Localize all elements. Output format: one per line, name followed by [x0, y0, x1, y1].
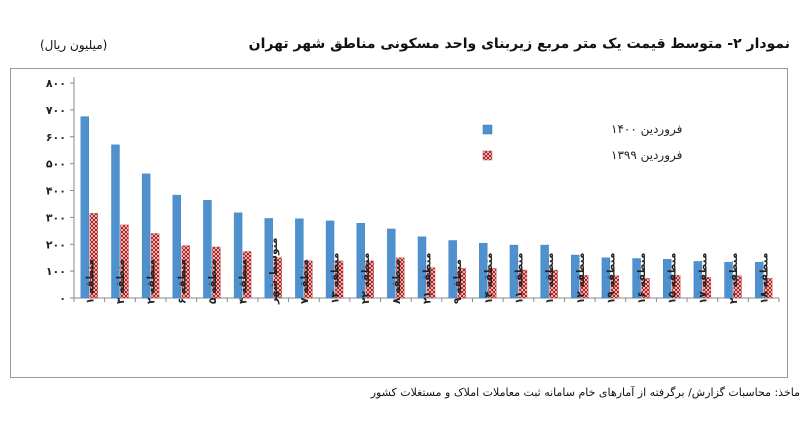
bar-1399 — [610, 275, 620, 299]
bar-1400 — [601, 257, 611, 299]
bar-1400 — [693, 261, 703, 299]
category-label: منطقه ۲ — [146, 259, 158, 304]
y-tick-label: ۲۰۰ — [46, 238, 66, 251]
bar-1400 — [233, 212, 243, 299]
category-label: منطقه ۱۰ — [544, 253, 556, 304]
bar-1399 — [702, 277, 712, 299]
y-tick-label: ۳۰۰ — [46, 211, 66, 224]
bar-1400 — [356, 223, 365, 299]
bar-1399 — [334, 260, 344, 299]
bar-1400 — [172, 194, 181, 299]
category-label: منطقه ۵ — [207, 259, 219, 304]
bar-1399 — [457, 268, 466, 299]
y-tick-label: ۰ — [59, 292, 66, 305]
bar-1399 — [242, 251, 252, 299]
bar-1399 — [120, 224, 129, 299]
category-label: منطقه ۲۰ — [728, 253, 740, 304]
bar-1400 — [724, 262, 733, 299]
legend-label-1399: فروردین ۱۳۹۹ — [611, 148, 682, 163]
category-label: منطقه ۱ — [84, 259, 96, 304]
y-tick-label: ۶۰۰ — [46, 131, 66, 144]
category-label: منطقه ۱۱ — [513, 253, 525, 304]
bar-1400 — [632, 258, 641, 299]
bar-1400 — [325, 220, 335, 299]
bar-1400 — [571, 254, 580, 299]
legend-swatch-1399 — [482, 150, 493, 161]
bar-1399 — [150, 233, 160, 299]
category-label: متوسط شهر — [268, 238, 280, 305]
category-label: منطقه ۲۲ — [360, 253, 372, 304]
category-label: منطقه ۸ — [391, 259, 403, 304]
category-label: منطقه ۱۸ — [759, 253, 771, 304]
category-label: منطقه ۱۹ — [605, 253, 617, 304]
y-tick-label: ۱۰۰ — [46, 265, 66, 278]
bar-1400 — [203, 199, 212, 299]
bar-1399 — [181, 245, 190, 299]
category-label: منطقه ۷ — [299, 259, 311, 304]
bar-1400 — [448, 240, 457, 299]
bar-1399 — [89, 213, 99, 299]
bar-1400 — [111, 144, 120, 299]
category-label: منطقه ۱۳ — [330, 253, 342, 304]
bar-1399 — [212, 246, 221, 299]
bar-1400 — [80, 116, 90, 299]
category-label: منطقه ۲۱ — [422, 253, 434, 304]
bar-1400 — [540, 244, 549, 299]
bar-1400 — [387, 228, 396, 299]
source-note: ماخذ: محاسبات گزارش/ برگرفته از آمارهای … — [370, 386, 800, 399]
bar-1400 — [264, 218, 273, 299]
chart-frame: ۰ ۱۰۰ ۲۰۰ ۳۰۰ ۴۰۰ ۵۰۰ ۶۰۰ ۷۰۰ ۸۰۰ منطقه ۱ منطقه ۳… — [10, 68, 788, 378]
bar-1399 — [641, 278, 650, 299]
category-label: منطقه ۹ — [452, 259, 464, 304]
bar-1399 — [273, 257, 282, 299]
category-label: منطقه ۱۴ — [483, 253, 495, 304]
unit-label: (میلیون ریال) — [40, 38, 108, 52]
bar-1400 — [754, 262, 764, 299]
bar-1400 — [479, 242, 488, 299]
chart-title: نمودار ۲- متوسط قیمت یک متر مربع زیربنای… — [248, 36, 790, 52]
bar-chart: ۰ ۱۰۰ ۲۰۰ ۳۰۰ ۴۰۰ ۵۰۰ ۶۰۰ ۷۰۰ ۸۰۰ منطقه ۱ منطقه ۳… — [46, 77, 780, 305]
y-tick-label: ۵۰۰ — [46, 158, 66, 171]
bar-1400 — [417, 236, 427, 299]
category-label: منطقه ۶ — [176, 259, 188, 304]
bar-1399 — [304, 260, 313, 299]
bar-1400 — [663, 259, 672, 299]
bar-1399 — [733, 275, 742, 299]
bar-1399 — [426, 267, 436, 299]
bar-1400 — [295, 218, 304, 299]
bar-1399 — [672, 275, 681, 299]
bar-1399 — [549, 269, 558, 299]
bar-1399 — [365, 260, 374, 299]
category-label: منطقه ۱۶ — [636, 253, 648, 304]
y-tick-label: ۸۰۰ — [46, 77, 66, 90]
y-tick-label: ۷۰۰ — [46, 104, 66, 117]
bar-1399 — [580, 275, 589, 299]
legend-label-1400: فروردین ۱۴۰۰ — [611, 122, 682, 137]
bar-1399 — [763, 278, 773, 299]
bar-1399 — [518, 269, 528, 299]
category-label: منطقه ۱۵ — [667, 253, 679, 304]
category-label: منطقه ۳ — [115, 259, 127, 304]
y-tick-label: ۴۰۰ — [46, 185, 66, 198]
bar-1400 — [509, 244, 519, 299]
category-label: منطقه ۴ — [238, 259, 250, 304]
category-label: منطقه ۱۷ — [697, 253, 709, 304]
bar-1399 — [488, 268, 497, 299]
category-label: منطقه ۱۲ — [575, 253, 587, 304]
bar-1400 — [141, 173, 151, 299]
legend-swatch-1400 — [482, 124, 493, 135]
bar-1399 — [396, 257, 405, 299]
